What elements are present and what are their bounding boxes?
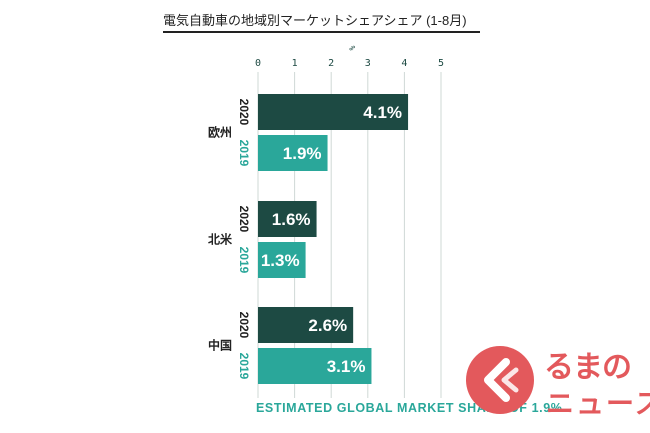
series-year-label: 2020: [237, 206, 251, 233]
region-label: 北米: [208, 232, 233, 247]
logo-text-line1: るまの: [544, 350, 632, 385]
bar-2019: [258, 135, 328, 171]
bar-2020: [258, 94, 409, 130]
x-tick-label: 0: [255, 58, 261, 69]
bar-value-label: 2.6%: [308, 316, 347, 335]
x-tick-label: 1: [292, 58, 298, 69]
region-label: 欧州: [208, 125, 232, 140]
series-year-label: 2019: [237, 353, 251, 380]
bar-2019: [258, 242, 306, 278]
bar-value-label: 1.6%: [272, 210, 311, 229]
series-year-label: 2019: [237, 140, 251, 167]
bar-value-label: 3.1%: [327, 357, 366, 376]
bar-value-label: 4.1%: [363, 103, 402, 122]
logo-text-line2: ニュース: [546, 387, 650, 420]
bar-value-label: 1.3%: [261, 251, 300, 270]
title-rule: [163, 31, 480, 33]
logo-mark-icon: [466, 346, 534, 414]
series-year-label: 2019: [237, 247, 251, 274]
bar-2020: [258, 307, 354, 343]
bar-2019: [258, 348, 372, 384]
bar-value-label: 1.9%: [283, 144, 322, 163]
brand-logo: るまの ニュース: [464, 338, 650, 428]
series-year-label: 2020: [237, 312, 251, 339]
x-tick-label: 4: [401, 58, 407, 69]
x-tick-label: 2: [328, 58, 334, 69]
region-label: 中国: [208, 338, 232, 353]
x-tick-label: 3: [365, 58, 371, 69]
axis-unit-label: %: [348, 46, 357, 51]
series-year-label: 2020: [237, 99, 251, 126]
chart-title: 電気自動車の地域別マーケットシェアシェア (1-8月): [163, 13, 467, 28]
x-tick-label: 5: [438, 58, 444, 69]
bar-2020: [258, 201, 317, 237]
